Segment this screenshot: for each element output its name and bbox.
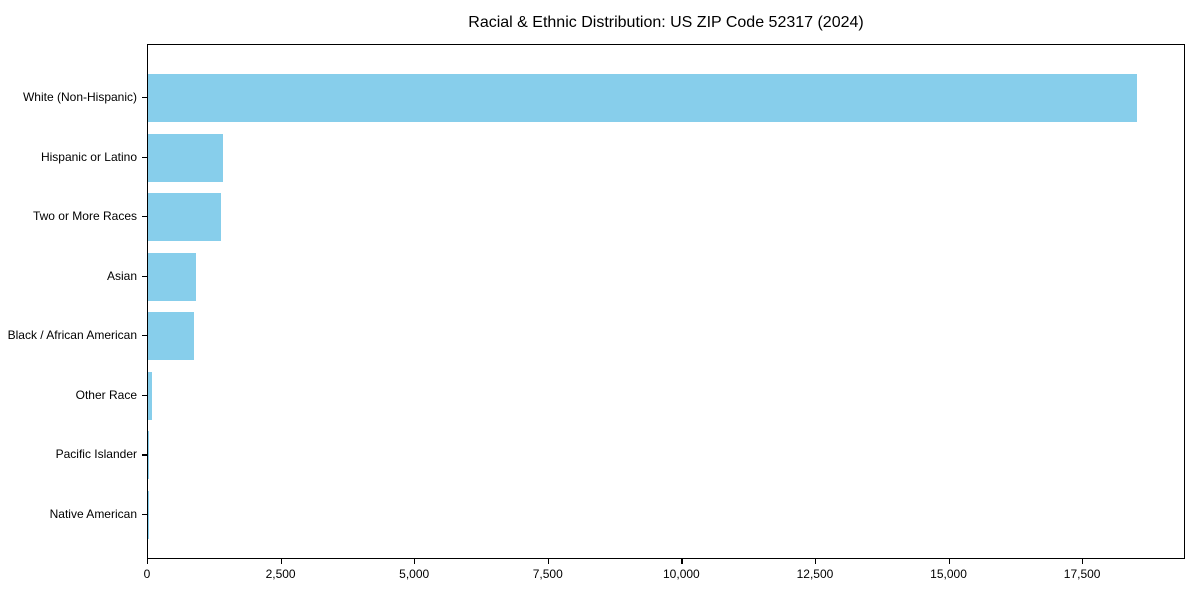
y-tick-mark: [142, 275, 147, 277]
x-tick-mark: [814, 559, 817, 564]
y-axis-label: Black / African American: [7, 328, 137, 343]
y-tick-mark: [142, 454, 147, 456]
y-tick-mark: [142, 514, 147, 516]
bar: [148, 193, 221, 242]
y-tick-mark: [142, 97, 147, 99]
x-tick-mark: [948, 559, 950, 564]
x-tick-label: 15,000: [930, 567, 967, 581]
bar: [148, 371, 152, 420]
bar: [148, 312, 195, 361]
y-axis-label: Hispanic or Latino: [40, 149, 137, 164]
bar: [148, 74, 1137, 122]
x-tick-label: 0: [143, 567, 151, 581]
y-tick-mark: [142, 216, 147, 218]
bar: [148, 431, 149, 480]
x-tick-label: 2,500: [265, 567, 296, 581]
x-tick-label: 12,500: [796, 567, 834, 581]
bar: [148, 252, 197, 301]
x-tick-mark: [147, 559, 149, 564]
y-tick-mark: [142, 156, 147, 158]
y-axis-label: Other Race: [75, 387, 137, 402]
y-axis-label: Two or More Races: [32, 209, 137, 224]
x-tick-label: 10,000: [663, 567, 700, 581]
x-tick-label: 17,500: [1063, 567, 1101, 581]
x-tick-mark: [414, 559, 416, 564]
y-axis-label: Pacific Islander: [55, 447, 137, 462]
x-tick-mark: [547, 559, 549, 564]
y-tick-mark: [142, 335, 147, 337]
x-tick-mark: [280, 559, 282, 564]
x-tick-mark: [681, 559, 683, 564]
x-tick-label: 7,500: [532, 567, 563, 581]
chart-title: Racial & Ethnic Distribution: US ZIP Cod…: [468, 14, 864, 31]
y-axis-label: White (Non-Hispanic): [22, 90, 137, 104]
x-tick-mark: [1082, 559, 1084, 564]
y-tick-mark: [142, 394, 147, 397]
y-axis-label: Asian: [106, 268, 137, 283]
bar: [148, 133, 223, 182]
plot-area: [147, 44, 1185, 559]
x-tick-label: 5,000: [399, 567, 430, 581]
y-axis-label: Native American: [49, 507, 137, 521]
